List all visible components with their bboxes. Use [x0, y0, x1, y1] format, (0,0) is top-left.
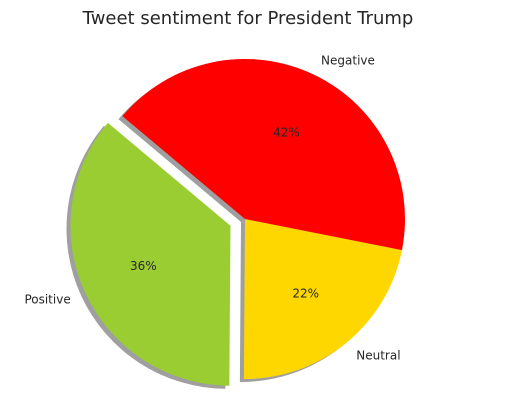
slice-labels: 36% Positive 22% Neutral 42% Negative: [24, 53, 400, 362]
slice-negative: [122, 59, 405, 251]
slice-label-neutral: Neutral: [356, 348, 400, 362]
slice-percent-negative: 42%: [273, 125, 300, 139]
slice-label-positive: Positive: [24, 293, 70, 307]
slice-positive: [70, 122, 231, 386]
slice-neutral: [243, 219, 402, 379]
slice-percent-neutral: 22%: [292, 286, 319, 300]
pie-slices: [70, 59, 405, 386]
chart-title: Tweet sentiment for President Trump: [82, 8, 414, 29]
slice-percent-positive: 36%: [130, 259, 157, 273]
slice-label-negative: Negative: [321, 53, 375, 67]
